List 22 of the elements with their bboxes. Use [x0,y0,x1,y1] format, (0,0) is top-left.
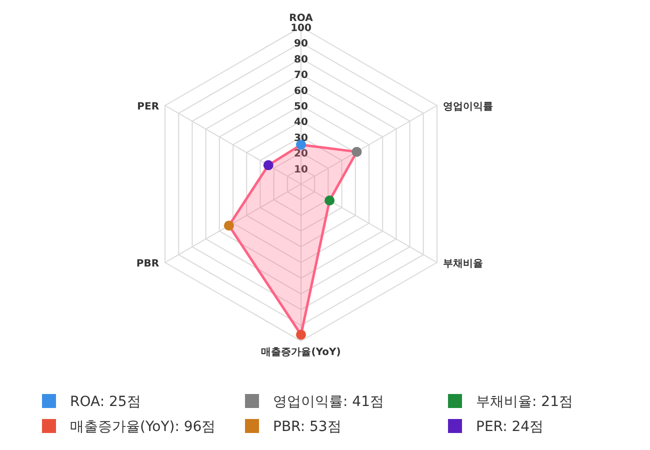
spoke-label: ROA [289,13,314,24]
spoke-label: 영업이익률 [442,102,493,112]
y-tick-label: 70 [294,70,308,82]
y-tick-label: 80 [294,54,308,66]
text: 매출증가율(YoY): 96점 [70,419,216,435]
y-tick-label: 90 [294,38,308,50]
spoke-label: PBR [136,258,160,270]
spoke-label: PER [137,102,160,112]
y-tick-label: 50 [294,102,308,112]
y-tick-label: 40 [294,117,308,128]
y-tick-label: 30 [294,132,308,144]
text: 부채비율: 21점 [476,394,573,410]
spoke-label: 부채비율 [442,258,483,270]
y-tick-label: 60 [294,86,308,97]
y-tick-label: 10 [294,164,308,176]
spoke-label: 매출증가율(YoY) [261,347,341,358]
y-tick-label: 20 [294,148,308,160]
text: 영업이익률: 41점 [273,394,384,410]
text: ROA: 25점 [70,394,141,410]
text: PBR: 53점 [273,419,342,435]
y-tick-label: 100 [290,23,312,34]
text: PER: 24점 [476,419,544,435]
